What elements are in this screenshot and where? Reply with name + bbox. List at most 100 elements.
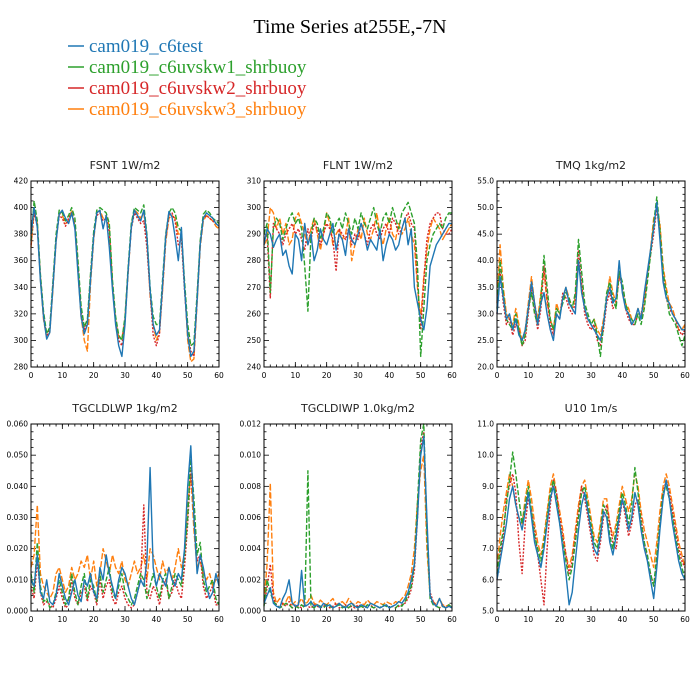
plot-frame bbox=[496, 423, 686, 612]
y-tick-label: 420 bbox=[14, 177, 29, 186]
series-line-1 bbox=[30, 445, 220, 606]
y-tick-label: 0.012 bbox=[240, 420, 262, 429]
y-tick-label: 5.0 bbox=[482, 607, 494, 616]
x-tick-label: 40 bbox=[385, 615, 395, 624]
plot-frame bbox=[30, 180, 220, 368]
series-line-2 bbox=[30, 454, 220, 609]
x-tick-label: 0 bbox=[495, 371, 500, 380]
series-line-2 bbox=[263, 201, 452, 358]
x-tick-label: 50 bbox=[416, 615, 426, 624]
x-tick-label: 30 bbox=[120, 371, 130, 380]
y-tick-label: 50.0 bbox=[477, 203, 494, 212]
y-tick-label: 45.0 bbox=[477, 230, 494, 239]
x-tick-label: 20 bbox=[89, 371, 99, 380]
series-line-1 bbox=[263, 217, 452, 331]
x-tick-label: 10 bbox=[58, 371, 68, 380]
y-tick-label: 360 bbox=[14, 256, 29, 265]
series-line-1 bbox=[263, 435, 453, 609]
y-tick-label: 0.010 bbox=[7, 575, 29, 584]
x-tick-label: 60 bbox=[447, 615, 457, 624]
y-tick-label: 290 bbox=[247, 230, 262, 239]
y-tick-label: 0.004 bbox=[240, 544, 262, 553]
x-tick-label: 60 bbox=[214, 615, 224, 624]
x-tick-label: 30 bbox=[353, 371, 363, 380]
y-tick-label: 9.0 bbox=[482, 482, 494, 491]
legend-label: cam019_c6uvskw3_shrbuoy bbox=[89, 99, 307, 120]
x-tick-label: 20 bbox=[322, 371, 332, 380]
x-tick-label: 0 bbox=[29, 615, 34, 624]
y-tick-label: 0.000 bbox=[240, 607, 262, 616]
y-tick-label: 320 bbox=[14, 309, 29, 318]
plot-frame bbox=[30, 423, 220, 612]
x-tick-label: 10 bbox=[524, 615, 534, 624]
plot-frame bbox=[263, 423, 453, 612]
x-tick-label: 60 bbox=[680, 615, 690, 624]
plot-frame bbox=[263, 180, 453, 368]
x-tick-label: 30 bbox=[586, 615, 596, 624]
x-tick-label: 60 bbox=[214, 371, 224, 380]
series-line-2 bbox=[496, 196, 686, 358]
y-tick-label: 6.0 bbox=[482, 575, 494, 584]
y-tick-label: 35.0 bbox=[477, 283, 494, 292]
legend-label: cam019_c6test bbox=[89, 36, 204, 57]
panel-tmq: TMQ 1kg/m2 0 10 20 30 40 50 60 20.0 25.0 30.0 35.0 4… bbox=[477, 159, 690, 380]
x-tick-label: 40 bbox=[152, 615, 162, 624]
x-tick-label: 0 bbox=[29, 371, 34, 380]
panel-tgcldiwp: TGCLDIWP 1.0kg/m2 0 10 20 30 40 50 60 0.000 0.002… bbox=[240, 402, 457, 624]
y-tick-label: 25.0 bbox=[477, 336, 494, 345]
series-line-4 bbox=[30, 209, 220, 363]
series-line-4 bbox=[496, 206, 686, 342]
series-line-1 bbox=[496, 201, 685, 342]
x-tick-label: 0 bbox=[262, 615, 267, 624]
y-tick-label: 0.008 bbox=[240, 482, 262, 491]
x-tick-label: 20 bbox=[89, 615, 99, 624]
x-tick-label: 60 bbox=[680, 371, 690, 380]
series-line-3 bbox=[496, 473, 686, 606]
x-tick-label: 10 bbox=[291, 615, 301, 624]
panel-title: TMQ 1kg/m2 bbox=[555, 159, 626, 172]
panel-title: TGCLDIWP 1.0kg/m2 bbox=[300, 402, 415, 415]
panel-title: FLNT 1W/m2 bbox=[323, 159, 393, 172]
figure-title: Time Series at255E,-7N bbox=[253, 16, 446, 38]
y-tick-label: 260 bbox=[247, 309, 262, 318]
x-tick-label: 0 bbox=[262, 371, 267, 380]
series-line-1 bbox=[496, 479, 686, 606]
y-tick-label: 0.006 bbox=[240, 513, 262, 522]
panel-u10: U10 1m/s 0 10 20 30 40 50 60 5.0 6.0 7.0 8.0 9.0 10.0… bbox=[477, 402, 690, 624]
x-tick-label: 50 bbox=[649, 371, 659, 380]
panel-tgcldlwp: TGCLDLWP 1kg/m2 0 10 20 30 40 50 60 0.000 0.010 0.… bbox=[7, 402, 224, 624]
series-line-4 bbox=[263, 454, 453, 609]
panels: FSNT 1W/m20 10 20 30 40 50 6028030032034036038… bbox=[7, 159, 690, 624]
x-tick-label: 10 bbox=[524, 371, 534, 380]
x-tick-label: 60 bbox=[447, 371, 457, 380]
x-tick-label: 50 bbox=[649, 615, 659, 624]
series-line-4 bbox=[30, 473, 220, 600]
x-tick-label: 20 bbox=[555, 371, 565, 380]
x-tick-label: 10 bbox=[58, 615, 68, 624]
series-line-4 bbox=[496, 473, 686, 569]
y-tick-label: 280 bbox=[14, 363, 29, 372]
y-tick-label: 20.0 bbox=[477, 363, 494, 372]
y-tick-label: 40.0 bbox=[477, 256, 494, 265]
panel-title: FSNT 1W/m2 bbox=[90, 159, 161, 172]
legend-label: cam019_c6uvskw2_shrbuoy bbox=[89, 78, 307, 99]
x-tick-label: 50 bbox=[183, 615, 193, 624]
y-tick-label: 280 bbox=[247, 256, 262, 265]
x-tick-label: 50 bbox=[183, 371, 193, 380]
series-line-2 bbox=[496, 451, 686, 587]
series-line-3 bbox=[263, 212, 453, 331]
y-tick-label: 8.0 bbox=[482, 513, 494, 522]
y-tick-label: 300 bbox=[247, 203, 262, 212]
y-tick-label: 310 bbox=[247, 177, 262, 186]
y-tick-label: 7.0 bbox=[482, 544, 494, 553]
series-line-3 bbox=[30, 212, 220, 358]
x-tick-label: 10 bbox=[291, 371, 301, 380]
panel-flnt: FLNT 1W/m2 0 10 20 30 40 50 60 240 250 260 270 280 29… bbox=[247, 159, 457, 380]
y-tick-label: 55.0 bbox=[477, 177, 494, 186]
y-tick-label: 0.040 bbox=[7, 482, 29, 491]
y-tick-label: 400 bbox=[14, 203, 29, 212]
panel-title: U10 1m/s bbox=[565, 402, 618, 415]
x-tick-label: 30 bbox=[353, 615, 363, 624]
panel-fsnt: FSNT 1W/m2 0 10 20 30 40 50 60 280 300 320 340 360 38… bbox=[14, 159, 224, 380]
